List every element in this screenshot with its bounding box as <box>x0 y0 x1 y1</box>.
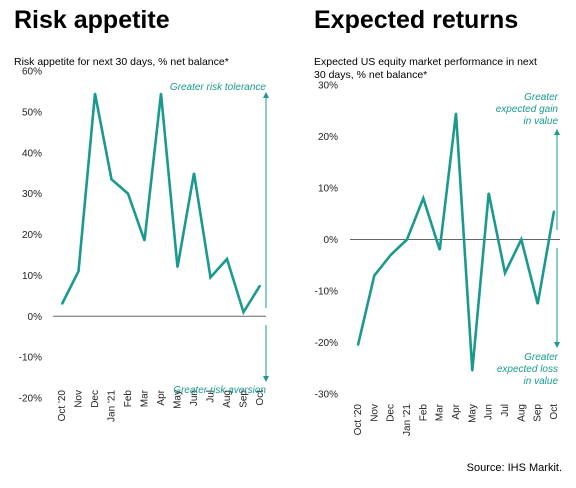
returns-data-point <box>422 197 425 200</box>
risk-xtick-label: Nov <box>74 390 85 408</box>
risk-ytick-label: 20% <box>22 230 42 241</box>
returns-ytick-label: -30% <box>315 390 338 401</box>
chart-title-risk-appetite: Risk appetite <box>14 6 170 34</box>
risk-xtick-label: Jul <box>206 390 217 403</box>
risk-data-point <box>176 266 179 269</box>
risk-data-point <box>110 178 113 181</box>
returns-xtick-label: Jan '21 <box>402 404 413 436</box>
returns-xtick-label: Jun <box>484 404 495 420</box>
risk-data-point <box>242 311 245 313</box>
returns-arrow-up <box>554 129 560 230</box>
returns-data-point <box>520 238 523 241</box>
risk-ytick-label: -20% <box>19 394 42 405</box>
risk-ytick-label: 10% <box>22 271 42 282</box>
returns-xtick-label: Oct <box>549 404 560 420</box>
risk-data-point <box>209 276 212 279</box>
returns-arrow-down-head <box>554 342 560 348</box>
returns-data-point <box>357 344 359 346</box>
returns-ytick-label: 20% <box>318 132 338 143</box>
risk-data-point <box>77 270 80 273</box>
risk-data-point <box>160 92 162 95</box>
risk-xtick-label: May <box>173 390 184 409</box>
returns-xtick-label: Nov <box>369 404 380 422</box>
returns-ytick-label: -20% <box>315 338 338 349</box>
returns-note-top: in value <box>524 116 559 127</box>
risk-xtick-label: Jan '21 <box>107 390 118 422</box>
risk-ytick-label: -10% <box>19 353 42 364</box>
returns-xtick-label: May <box>467 404 478 423</box>
chart-title-expected-returns: Expected returns <box>314 6 519 34</box>
returns-note-bottom: Greater <box>524 352 559 363</box>
risk-data-point <box>226 258 228 260</box>
returns-arrow-up-head <box>554 129 560 135</box>
returns-xtick-label: Oct '20 <box>353 404 364 436</box>
returns-data-point <box>504 272 506 274</box>
returns-ytick-label: -10% <box>315 287 338 298</box>
returns-xtick-label: Mar <box>435 403 446 421</box>
returns-data-point <box>471 370 474 372</box>
returns-xtick-label: Feb <box>418 404 429 422</box>
risk-xtick-label: Sep <box>239 390 250 408</box>
returns-series-line <box>356 113 556 371</box>
returns-xtick-label: Jul <box>500 404 511 417</box>
returns-data-point <box>553 210 555 212</box>
returns-arrow-down <box>554 248 560 348</box>
risk-arrow-down <box>263 325 269 382</box>
risk-note-bottom: Greater risk aversion <box>173 385 266 396</box>
source-note: Source: IHS Markit. <box>466 462 562 474</box>
returns-ytick-label: 10% <box>318 184 338 195</box>
risk-ytick-label: 0% <box>28 312 43 323</box>
risk-xtick-label: Mar <box>140 389 151 407</box>
risk-data-point <box>193 172 195 174</box>
returns-xtick-label: Aug <box>516 404 527 422</box>
returns-xtick-label: Sep <box>533 404 544 422</box>
risk-ytick-label: 60% <box>22 67 42 78</box>
risk-xtick-label: Aug <box>222 390 233 408</box>
risk-data-point <box>259 284 261 287</box>
returns-data-point <box>406 238 408 241</box>
risk-xtick-label: Oct <box>255 390 266 406</box>
chart-subtitle-expected-returns: Expected US equity market performance in… <box>314 56 537 81</box>
risk-ytick-label: 50% <box>22 107 42 118</box>
returns-data-point <box>389 254 392 256</box>
returns-xtick-label: Apr <box>451 403 462 419</box>
risk-xtick-label: Jun <box>189 390 200 406</box>
risk-data-point <box>127 192 129 195</box>
risk-ytick-label: 30% <box>22 189 42 200</box>
risk-ytick-label: 40% <box>22 148 42 159</box>
returns-note-top: expected gain <box>496 104 559 115</box>
risk-data-point <box>61 303 63 305</box>
returns-data-point <box>438 249 441 251</box>
risk-xtick-label: Dec <box>90 390 101 408</box>
returns-data-point <box>487 192 490 194</box>
risk-arrow-up-head <box>263 92 269 98</box>
returns-ytick-label: 30% <box>318 81 338 92</box>
returns-xtick-label: Dec <box>386 404 397 422</box>
risk-data-point <box>143 239 146 242</box>
risk-xtick-label: Oct '20 <box>57 390 68 422</box>
risk-note-top: Greater risk tolerance <box>170 82 267 93</box>
returns-note-bottom: in value <box>524 376 559 387</box>
returns-note-bottom: expected loss <box>497 364 558 375</box>
risk-data-point <box>94 92 96 95</box>
risk-xtick-label: Apr <box>156 389 167 405</box>
risk-arrow-up <box>263 92 269 308</box>
risk-arrow-down-head <box>263 376 269 382</box>
returns-data-point <box>373 274 376 277</box>
chart-subtitle-risk-appetite: Risk appetite for next 30 days, % net ba… <box>14 56 229 68</box>
returns-ytick-label: 0% <box>324 235 339 246</box>
returns-data-point <box>536 303 539 305</box>
returns-note-top: Greater <box>524 92 559 103</box>
risk-xtick-label: Feb <box>123 390 134 408</box>
returns-data-point <box>455 112 457 115</box>
